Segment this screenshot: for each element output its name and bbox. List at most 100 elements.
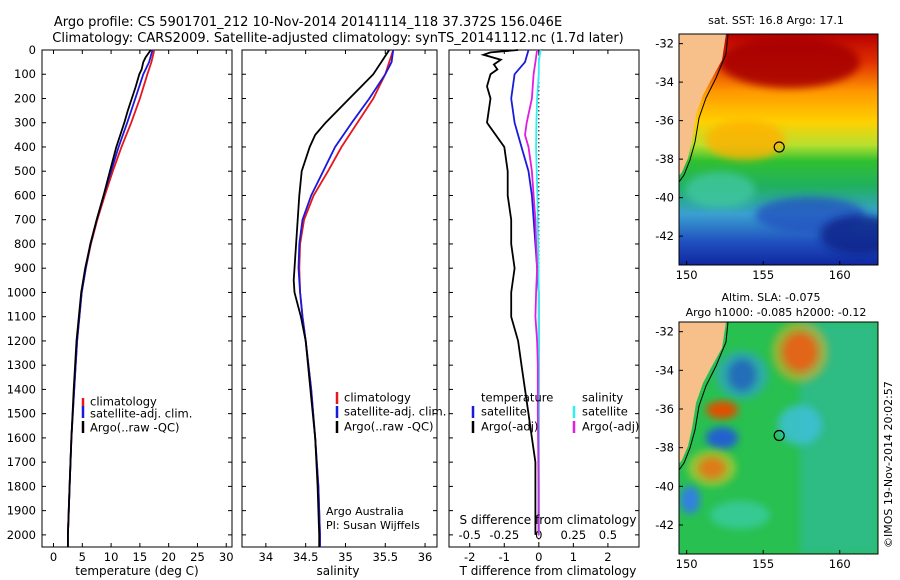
sst-map-title: sat. SST: 16.8 Argo: 17.1 <box>708 14 844 27</box>
depth-tick-label: 0 <box>29 43 36 57</box>
x-tick-label: 2 <box>604 550 611 564</box>
x-tick-label: 25 <box>190 550 205 564</box>
depth-tick-label: 1000 <box>7 285 36 299</box>
x-tick-label: -1 <box>499 550 510 564</box>
sla-map-frame <box>678 321 879 555</box>
x-tick-label: 0 <box>50 550 57 564</box>
depth-tick-label: 900 <box>14 261 36 275</box>
legend-s-argo-label: Argo(-adj) <box>582 420 639 434</box>
lon-tick-label: 150 <box>676 268 698 282</box>
sst-warm-tongue <box>705 120 785 160</box>
difference-plot-frame <box>448 49 640 548</box>
difference-legend-salinity: salinity satellite Argo(-adj) <box>572 391 639 434</box>
depth-tick-label: 800 <box>14 237 36 251</box>
depth-tick-label: 1700 <box>7 455 36 469</box>
sst-map-frame <box>678 33 879 266</box>
lat-tick-label: -42 <box>655 518 674 532</box>
sst-shelf-contour <box>679 34 729 183</box>
depth-tick-label: 1500 <box>7 407 36 421</box>
legend-t-argo-label: Argo(-adj) <box>481 420 538 434</box>
salinity-profiles <box>292 49 395 547</box>
lat-tick-label: -32 <box>655 325 674 339</box>
sst-map-panel: sat. SST: 16.8 Argo: 17.1 -32 -34 -36 -38 -4… <box>655 14 879 282</box>
depth-tick-label: 500 <box>14 164 36 178</box>
sst-lon-axis: 150 155 160 <box>676 261 851 282</box>
lat-tick-label: -36 <box>655 114 674 128</box>
figure-title-line2: Climatology: CARS2009. Satellite-adjuste… <box>52 31 624 46</box>
sla-high-eddy-3-halo <box>688 450 736 486</box>
sla-field <box>679 322 878 554</box>
depth-tick-label: 1200 <box>7 334 36 348</box>
x-tick-label: 35 <box>338 550 353 564</box>
x-tick-label: 10 <box>104 550 119 564</box>
series-line-climatology <box>298 49 395 547</box>
lat-tick-label: -36 <box>655 402 674 416</box>
s-tick-label: 0.5 <box>599 528 617 542</box>
argo-program-label: Argo Australia <box>326 505 404 518</box>
sla-low-patch <box>778 405 822 445</box>
series-line-s-argo-adj- <box>524 49 540 535</box>
x-tick-label: 0 <box>535 550 542 564</box>
s-tick-label: -0.5 <box>459 528 481 542</box>
figure-title-line1: Argo profile: CS 5901701_212 10-Nov-2014… <box>54 15 562 30</box>
salinity-panel: 34 34.5 35 35.5 36 salinity climatology sate… <box>241 49 446 578</box>
lon-tick-label: 160 <box>829 557 851 571</box>
series-line-t-argo-adj- <box>480 49 537 535</box>
legend-climatology-label: climatology <box>344 391 411 405</box>
legend-salinity-heading: salinity <box>582 391 623 405</box>
lat-tick-label: -34 <box>655 75 674 89</box>
argo-float-marker <box>773 429 785 442</box>
lat-tick-label: -40 <box>655 191 674 205</box>
temperature-profiles <box>67 49 156 547</box>
lon-tick-label: 160 <box>829 268 851 282</box>
x-tick-label: 20 <box>161 550 176 564</box>
salinity-x-axis: 34 34.5 35 35.5 36 <box>259 50 433 564</box>
difference-legend-temperature: temperature satellite Argo(-adj) <box>471 391 553 434</box>
temperature-plot-frame <box>41 49 233 548</box>
series-line-satellite-adj-clim- <box>297 49 395 547</box>
depth-tick-label: 300 <box>14 116 36 130</box>
sla-map-panel: Altim. SLA: -0.075 Argo h1000: -0.085 h2… <box>655 291 879 571</box>
legend-climatology-label: climatology <box>90 395 157 409</box>
argo-float-marker <box>773 141 785 153</box>
x-tick-label: 30 <box>219 550 234 564</box>
x-tick-label: -2 <box>464 550 475 564</box>
s-difference-label: S difference from climatology <box>460 513 637 527</box>
sst-field <box>679 34 878 265</box>
legend-t-satellite-label: satellite <box>481 405 527 419</box>
series-line-argo-raw-qc- <box>292 49 390 547</box>
series-line-s-satellite <box>535 49 542 535</box>
lat-tick-label: -38 <box>655 441 674 455</box>
depth-tick-label: 600 <box>14 188 36 202</box>
depth-tick-label: 1300 <box>7 358 36 372</box>
sla-high-eddy-2 <box>706 401 738 419</box>
lat-tick-label: -42 <box>655 229 674 243</box>
lon-tick-label: 155 <box>752 557 774 571</box>
depth-tick-label: 1800 <box>7 479 36 493</box>
salinity-legend: climatology satellite-adj. clim. Argo(..… <box>335 391 446 434</box>
sst-land-mask <box>679 34 726 176</box>
salinity-xlabel: salinity <box>316 564 359 578</box>
imos-watermark: ©IMOS 19-Nov-2014 20:02:57 <box>882 381 895 548</box>
series-line-argo-raw-qc- <box>67 49 152 547</box>
salinity-plot-frame <box>241 49 438 548</box>
depth-axis: 0 100 200 300 400 500 600 700 800 900 1000 1100 1200… <box>7 43 639 542</box>
depth-tick-label: 1900 <box>7 504 36 518</box>
sla-low-eddy-2 <box>706 427 738 449</box>
sla-land-mask <box>679 322 726 464</box>
lon-tick-label: 150 <box>676 557 698 571</box>
sla-low-eddy-3 <box>680 486 700 514</box>
depth-tick-label: 1600 <box>7 431 36 445</box>
sst-cold-patch <box>820 215 878 255</box>
lat-tick-label: -34 <box>655 363 674 377</box>
x-tick-label: 34 <box>259 550 274 564</box>
x-tick-label: 35.5 <box>372 550 398 564</box>
depth-tick-label: 1100 <box>7 310 36 324</box>
depth-tick-label: 2000 <box>7 528 36 542</box>
difference-profiles <box>480 49 542 535</box>
depth-tick-label: 100 <box>14 67 36 81</box>
sla-map-title: Altim. SLA: -0.075 <box>721 291 820 304</box>
x-tick-label: 36 <box>418 550 433 564</box>
s-tick-label: 0.25 <box>561 528 587 542</box>
